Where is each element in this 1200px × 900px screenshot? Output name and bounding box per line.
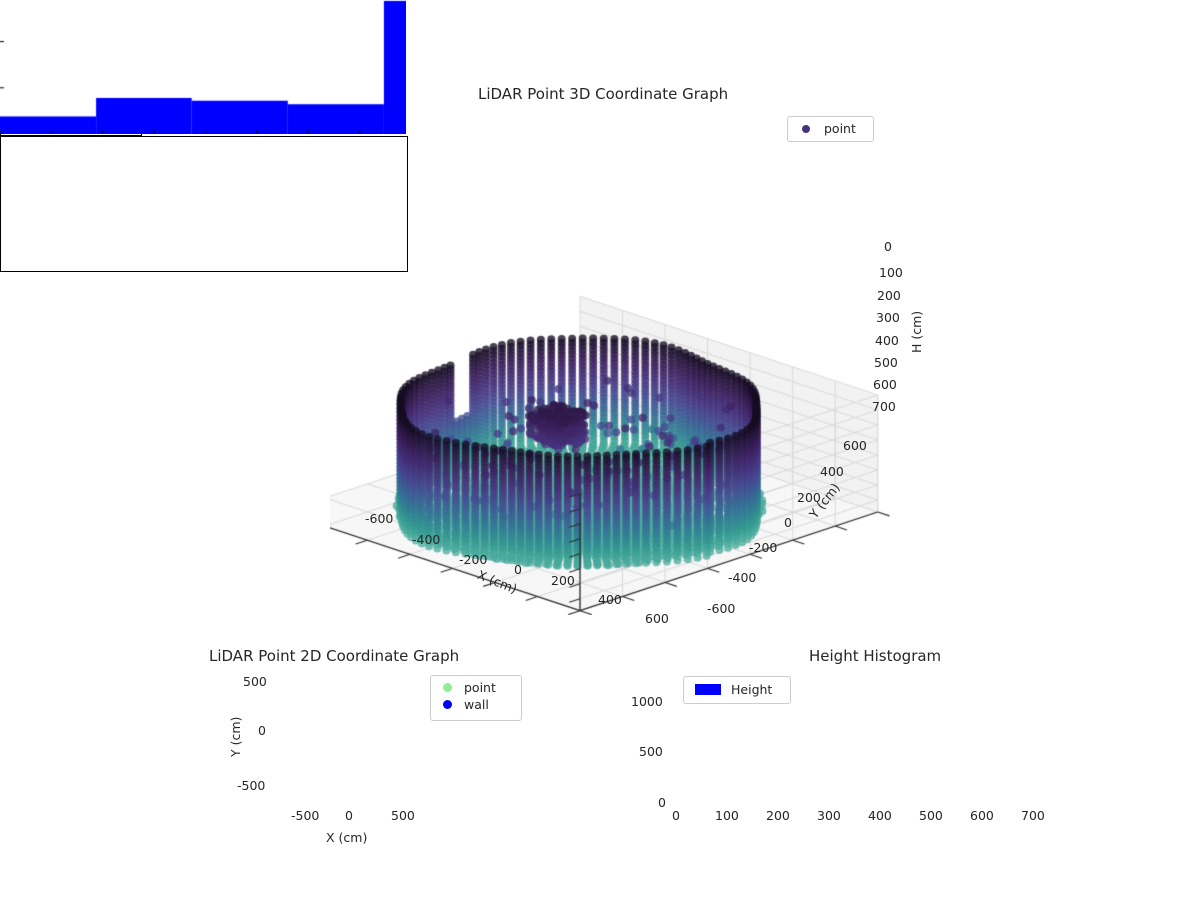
legend-marker-point-2d [443, 683, 452, 692]
xtick-2d-1: 0 [345, 808, 353, 823]
ytick-hist-0: 0 [658, 795, 666, 810]
ytick-2d-1: 0 [258, 723, 266, 738]
scatter3d-axes[interactable] [330, 145, 890, 615]
ytick-2d-0: -500 [237, 778, 266, 793]
xtick-hist-3: 300 [817, 808, 841, 823]
xtick-3d-6: 600 [645, 611, 669, 626]
scatter3d-legend[interactable]: point [787, 116, 874, 142]
xtick-3d-5: 400 [598, 592, 622, 607]
xaxis-label-2d: X (cm) [326, 830, 368, 845]
xtick-3d-4: 200 [551, 573, 575, 588]
ytick-3d-2: -200 [749, 540, 778, 555]
ztick-3d-1: 100 [879, 265, 903, 280]
legend-marker-point-3d [802, 124, 810, 133]
scatter3d-canvas [330, 145, 890, 615]
histogram-legend[interactable]: Height [683, 676, 791, 704]
ztick-3d-2: 200 [877, 288, 901, 303]
legend-marker-height [695, 684, 721, 695]
ztick-3d-6: 600 [873, 377, 897, 392]
scatter2d-legend[interactable]: point wall [430, 675, 522, 721]
legend-marker-wall-2d [443, 700, 452, 709]
xtick-hist-7: 700 [1021, 808, 1045, 823]
ytick-2d-2: 500 [243, 674, 267, 689]
ztick-3d-7: 700 [872, 399, 896, 414]
ytick-3d-6: 600 [843, 438, 867, 453]
xtick-hist-0: 0 [672, 808, 680, 823]
scatter3d-title: LiDAR Point 3D Coordinate Graph [478, 85, 729, 103]
zaxis-label-3d: H (cm) [909, 310, 924, 353]
xtick-hist-5: 500 [919, 808, 943, 823]
xtick-hist-6: 600 [970, 808, 994, 823]
xtick-3d-0: -600 [365, 511, 394, 526]
ytick-3d-5: 400 [820, 464, 844, 479]
ztick-3d-3: 300 [876, 310, 900, 325]
legend-label-height: Height [731, 682, 773, 697]
legend-label-point-2d: point [464, 680, 496, 695]
ytick-hist-1: 500 [639, 744, 663, 759]
legend-label-point-3d: point [824, 121, 856, 136]
xtick-2d-0: -500 [291, 808, 320, 823]
ztick-3d-0: 0 [884, 239, 892, 254]
ytick-3d-4: 200 [797, 490, 821, 505]
legend-label-wall-2d: wall [464, 697, 489, 712]
xtick-3d-2: -200 [459, 552, 488, 567]
ytick-3d-0: -600 [707, 601, 736, 616]
ytick-hist-2: 1000 [631, 694, 663, 709]
xtick-3d-1: -400 [412, 532, 441, 547]
xtick-hist-2: 200 [766, 808, 790, 823]
ztick-3d-4: 400 [875, 333, 899, 348]
yaxis-label-2d: Y (cm) [228, 716, 243, 757]
xtick-hist-4: 400 [868, 808, 892, 823]
xtick-hist-1: 100 [715, 808, 739, 823]
xtick-2d-2: 500 [391, 808, 415, 823]
ytick-3d-1: -400 [728, 570, 757, 585]
histogram-title: Height Histogram [809, 647, 942, 665]
ztick-3d-5: 500 [874, 355, 898, 370]
scatter2d-title: LiDAR Point 2D Coordinate Graph [209, 647, 460, 665]
xtick-3d-3: 0 [514, 562, 522, 577]
ytick-3d-3: 0 [784, 515, 792, 530]
